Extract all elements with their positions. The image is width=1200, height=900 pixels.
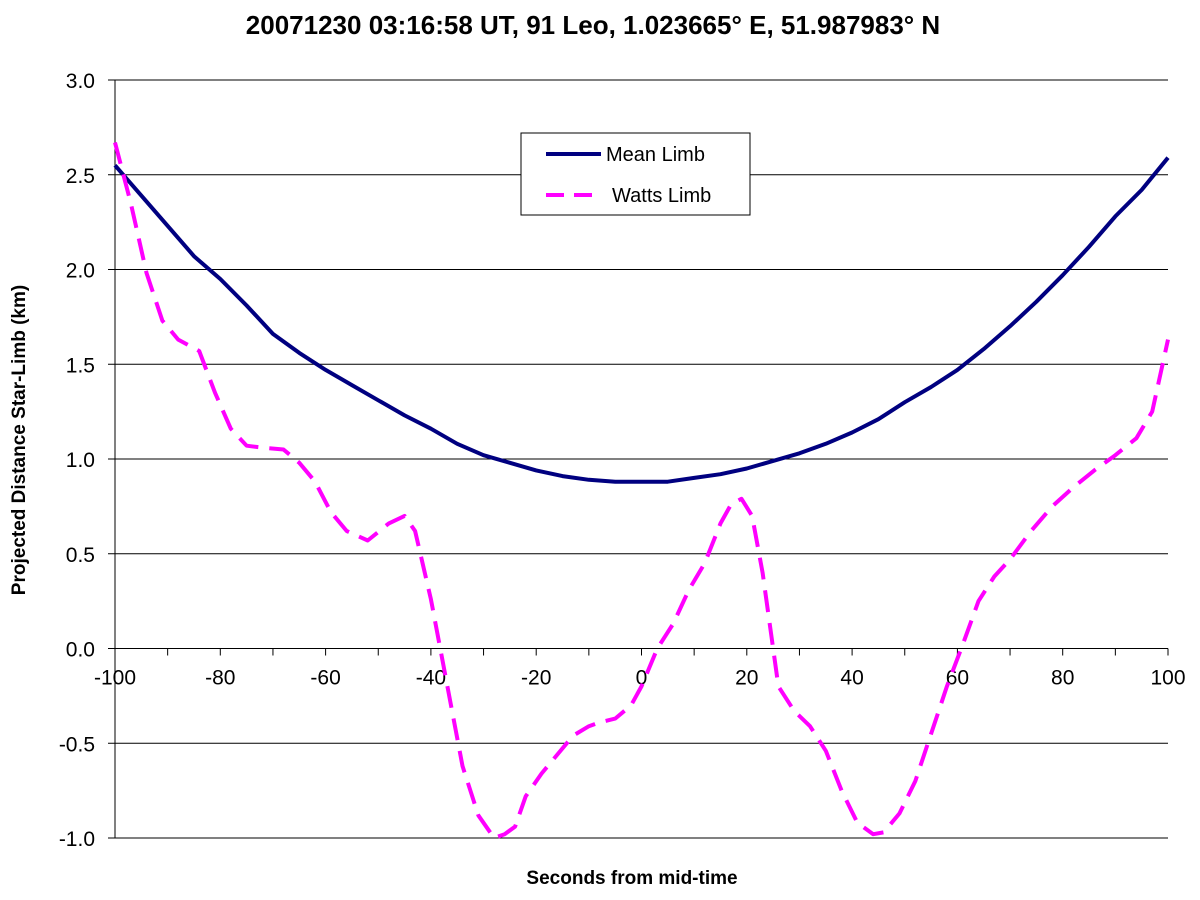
series-line-watts-limb	[113, 141, 1170, 840]
legend-label-mean-limb: Mean Limb	[606, 144, 705, 166]
y-tick-label: -1.0	[59, 828, 95, 851]
tick-labels: -1.0 -0.5 0.0 0.5 1.0 1.5 2.0 2.5 3.0 -100 -80 -60 -…	[59, 70, 1186, 851]
chart-title: 20071230 03:16:58 UT, 91 Leo, 1.023665° …	[246, 10, 940, 40]
series-line-mean-limb	[113, 156, 1170, 484]
x-tick-label: 40	[840, 667, 863, 690]
y-tick-label: -0.5	[59, 733, 95, 756]
x-axis-label: Seconds from mid-time	[526, 868, 737, 889]
y-tick-label: 1.0	[66, 449, 95, 472]
x-tick-label: 100	[1150, 667, 1185, 690]
x-tick-label: -40	[416, 667, 446, 690]
legend: Mean Limb Watts Limb	[520, 132, 751, 216]
gridlines	[115, 174, 1168, 744]
x-tick-label: -80	[205, 667, 235, 690]
x-tick-label: 0	[636, 667, 648, 690]
x-tick-label: 80	[1051, 667, 1074, 690]
y-tick-label: 0.0	[66, 639, 95, 662]
y-axis-label: Projected Distance Star-Limb (km)	[9, 285, 30, 595]
y-tick-label: 1.5	[66, 354, 95, 377]
legend-label-watts-limb: Watts Limb	[612, 185, 711, 207]
x-tick-label: 60	[946, 667, 969, 690]
y-tick-label: 3.0	[66, 70, 95, 93]
axes	[108, 79, 1169, 839]
x-tick-label: -60	[310, 667, 340, 690]
x-tick-label: -100	[94, 667, 136, 690]
series-lines	[113, 141, 1170, 840]
y-tick-label: 2.0	[66, 260, 95, 283]
y-tick-label: 2.5	[66, 165, 95, 188]
x-tick-label: 20	[735, 667, 758, 690]
y-tick-label: 0.5	[66, 544, 95, 567]
legend-box	[520, 132, 751, 216]
x-tick-label: -20	[521, 667, 551, 690]
